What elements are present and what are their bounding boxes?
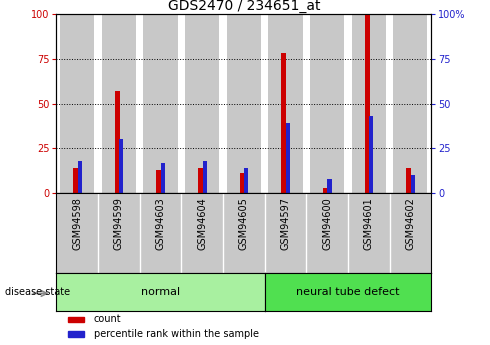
Bar [327, 179, 332, 193]
Text: GSM94600: GSM94600 [322, 197, 332, 250]
Bar [115, 91, 120, 193]
Bar [244, 168, 248, 193]
Text: count: count [94, 314, 122, 324]
Text: GSM94603: GSM94603 [155, 197, 166, 250]
Bar [68, 331, 84, 337]
Text: neural tube defect: neural tube defect [296, 287, 400, 296]
Bar [60, 14, 94, 193]
Text: normal: normal [141, 287, 180, 296]
Bar [240, 174, 245, 193]
Bar [202, 161, 207, 193]
Bar [144, 14, 177, 193]
Bar [156, 170, 161, 193]
Bar [68, 317, 84, 322]
Bar [281, 53, 286, 193]
Text: GSM94604: GSM94604 [197, 197, 207, 250]
Bar [323, 188, 328, 193]
Bar [185, 14, 219, 193]
Text: percentile rank within the sample: percentile rank within the sample [94, 329, 259, 339]
Text: GSM94599: GSM94599 [114, 197, 124, 250]
Bar [286, 123, 290, 193]
Text: GSM94598: GSM94598 [72, 197, 82, 250]
Bar [73, 168, 78, 193]
Bar [369, 116, 373, 193]
Bar [365, 14, 369, 193]
Bar [102, 14, 136, 193]
Bar [406, 168, 411, 193]
Bar [352, 14, 386, 193]
Text: GSM94605: GSM94605 [239, 197, 249, 250]
Bar [310, 14, 344, 193]
Bar [77, 161, 82, 193]
Title: GDS2470 / 234651_at: GDS2470 / 234651_at [168, 0, 320, 13]
Text: GSM94602: GSM94602 [405, 197, 416, 250]
Text: disease state: disease state [5, 287, 70, 296]
Bar [161, 163, 165, 193]
Bar [269, 14, 302, 193]
Text: GSM94597: GSM94597 [280, 197, 291, 250]
Bar [198, 168, 203, 193]
Text: GSM94601: GSM94601 [364, 197, 374, 250]
Bar [393, 14, 427, 193]
Bar [227, 14, 261, 193]
Bar [411, 175, 415, 193]
Bar [119, 139, 123, 193]
